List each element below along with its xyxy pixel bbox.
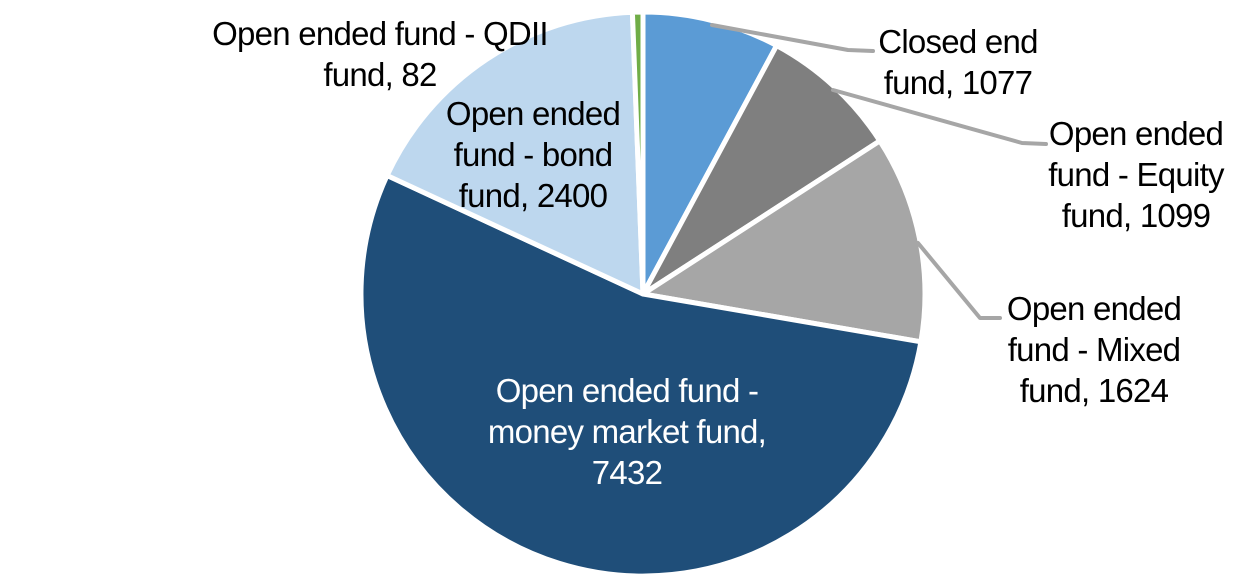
data-label-qdii-fund: Open ended fund - QDII fund, 82 (212, 13, 548, 95)
data-label-line: fund - Equity (1048, 156, 1224, 193)
data-label-closed-end-fund: Closed end fund, 1077 (878, 21, 1038, 103)
leader-line-equity-fund (831, 88, 1048, 146)
pie-slice-open-ended-fund-bond-fund (384, 9, 646, 297)
data-label-line: fund - Mixed (1007, 331, 1181, 368)
data-label-mixed-fund: Open ended fund - Mixed fund, 1624 (1006, 288, 1182, 411)
data-label-line: money market fund, (487, 413, 767, 450)
data-label-line: Open ended (1006, 290, 1182, 327)
data-label-line: fund - bond (453, 136, 613, 173)
data-label-line: fund, 82 (323, 56, 437, 93)
data-label-line: Open ended fund - QDII (212, 15, 548, 52)
leader-line-closed-end-fund (710, 23, 875, 53)
data-label-line: Closed end (878, 23, 1038, 60)
data-label-line: fund, 2400 (458, 177, 608, 214)
data-label-line: Open ended fund - (495, 372, 759, 409)
pie-wedges (358, 9, 928, 579)
pie-slice-open-ended-fund-mixed-fund (640, 138, 928, 345)
pie-slice-open-ended-fund-equity-fund (640, 43, 883, 297)
data-label-line: fund, 1077 (883, 64, 1033, 101)
pie-slice-open-ended-fund-money-market-fund (358, 173, 924, 579)
data-label-line: fund, 1099 (1061, 197, 1211, 234)
pie-slice-open-ended-fund-qdii-fund (629, 9, 646, 297)
data-label-line: Open ended (1048, 115, 1224, 152)
data-label-line: 7432 (591, 454, 663, 491)
leader-line-mixed-fund (916, 241, 1002, 320)
data-label-equity-fund: Open ended fund - Equity fund, 1099 (1048, 113, 1224, 236)
pie-slice-closed-end-fund (640, 9, 780, 297)
data-label-line: Open ended (445, 95, 621, 132)
data-label-bond-fund: Open ended fund - bond fund, 2400 (445, 93, 621, 216)
data-label-money-market-fund: Open ended fund - money market fund, 743… (487, 370, 767, 493)
data-label-line: fund, 1624 (1019, 372, 1169, 409)
